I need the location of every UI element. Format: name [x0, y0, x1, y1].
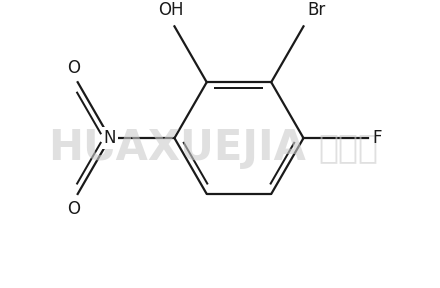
Text: F: F [373, 129, 382, 147]
Text: Br: Br [307, 1, 326, 19]
Text: N: N [104, 129, 116, 147]
Text: HUAXUEJIA: HUAXUEJIA [48, 127, 306, 168]
Text: O: O [67, 200, 81, 218]
Text: OH: OH [158, 1, 183, 19]
Text: 化学加: 化学加 [318, 131, 378, 164]
Text: O: O [67, 58, 81, 77]
